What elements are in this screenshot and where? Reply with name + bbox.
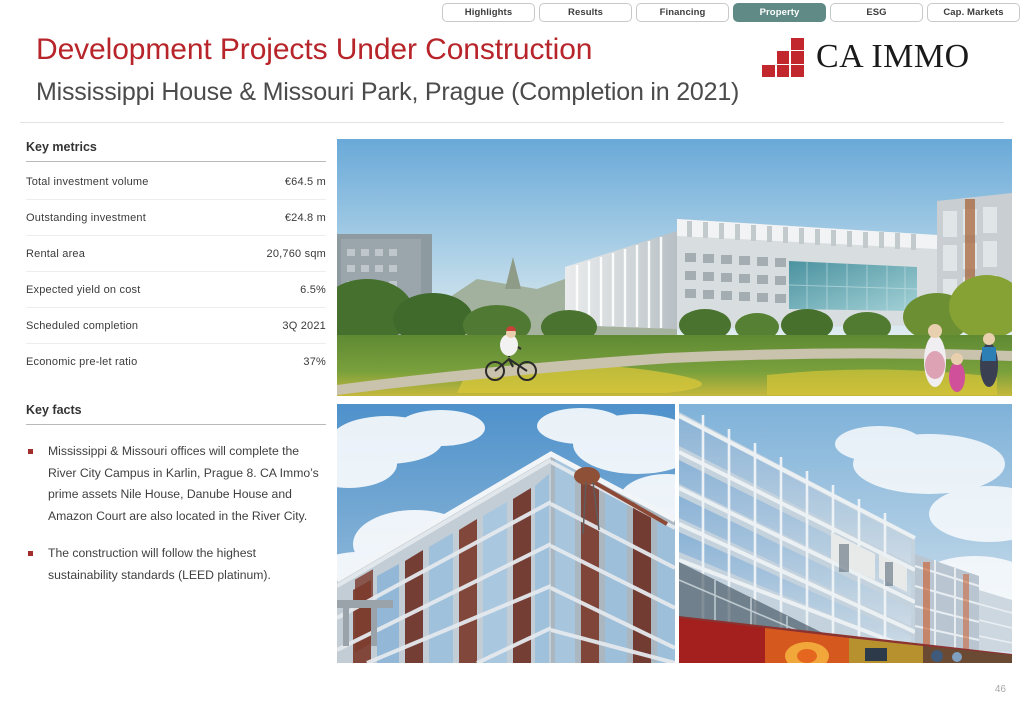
metric-value: 6.5% xyxy=(227,271,326,308)
bullet-square-icon xyxy=(28,551,33,557)
left-column: Key metrics Total investment volume €64.… xyxy=(26,140,326,603)
ca-immo-logo: CA IMMO xyxy=(762,33,970,81)
tab-results[interactable]: Results xyxy=(539,3,632,22)
ca-immo-logo-wordmark: CA IMMO xyxy=(816,38,970,75)
metric-value: 20,760 sqm xyxy=(227,235,326,272)
tab-esg-label: ESG xyxy=(866,7,887,18)
tab-financing[interactable]: Financing xyxy=(636,3,729,22)
section-nav-tabs: Highlights Results Financing Property ES… xyxy=(442,3,1020,22)
table-row: Scheduled completion 3Q 2021 xyxy=(26,307,326,344)
photo-missouri-park-facade xyxy=(337,404,675,663)
key-metrics-table: Total investment volume €64.5 m Outstand… xyxy=(26,164,326,379)
key-facts-list: Mississippi & Missouri offices will comp… xyxy=(26,441,326,587)
list-item: Mississippi & Missouri offices will comp… xyxy=(26,441,326,527)
bullet-square-icon xyxy=(28,449,33,454)
table-row: Total investment volume €64.5 m xyxy=(26,164,326,200)
page-title: Development Projects Under Construction xyxy=(36,33,593,66)
page-subtitle: Mississippi House & Missouri Park, Pragu… xyxy=(36,78,740,106)
header-divider xyxy=(20,122,1004,123)
metric-value: €24.8 m xyxy=(227,199,326,236)
ca-immo-logo-mark-icon xyxy=(762,35,806,79)
hero-photo-illustration xyxy=(337,139,1012,396)
tab-property[interactable]: Property xyxy=(733,3,826,22)
metric-label: Expected yield on cost xyxy=(26,271,228,308)
key-metrics-heading-rule xyxy=(26,161,326,162)
tab-cap-markets-label: Cap. Markets xyxy=(943,7,1004,18)
tab-property-label: Property xyxy=(759,7,800,18)
tab-cap-markets[interactable]: Cap. Markets xyxy=(927,3,1020,22)
tab-esg[interactable]: ESG xyxy=(830,3,923,22)
table-row: Outstanding investment €24.8 m xyxy=(26,199,326,236)
tab-results-label: Results xyxy=(567,7,604,18)
table-row: Economic pre-let ratio 37% xyxy=(26,344,326,380)
metric-label: Total investment volume xyxy=(26,164,228,200)
key-metrics-heading: Key metrics xyxy=(26,140,97,154)
key-metrics-block: Key metrics Total investment volume €64.… xyxy=(26,140,326,379)
metric-label: Scheduled completion xyxy=(26,307,228,344)
key-facts-heading-rule xyxy=(26,424,326,425)
metric-label: Rental area xyxy=(26,235,228,272)
metric-value: €64.5 m xyxy=(227,164,326,200)
tab-highlights-label: Highlights xyxy=(464,7,513,18)
metric-value: 37% xyxy=(303,355,326,368)
list-item: The construction will follow the highest… xyxy=(26,543,326,586)
photo-br-illustration xyxy=(679,404,1012,663)
table-row: Expected yield on cost 6.5% xyxy=(26,271,326,308)
list-item-text: The construction will follow the highest… xyxy=(48,546,271,582)
photo-bl-illustration xyxy=(337,404,675,663)
photo-river-city-campus-street xyxy=(679,404,1012,663)
tab-highlights[interactable]: Highlights xyxy=(442,3,535,22)
hero-photo-mississippi-house xyxy=(337,139,1012,396)
metric-label: Economic pre-let ratio xyxy=(26,355,138,368)
key-facts-block: Key facts Mississippi & Missouri offices… xyxy=(26,403,326,587)
metric-value: 3Q 2021 xyxy=(227,307,326,344)
table-row: Rental area 20,760 sqm xyxy=(26,235,326,272)
metric-label: Outstanding investment xyxy=(26,199,228,236)
tab-financing-label: Financing xyxy=(659,7,706,18)
page-number: 46 xyxy=(994,684,1006,695)
key-facts-heading: Key facts xyxy=(26,403,82,417)
list-item-text: Mississippi & Missouri offices will comp… xyxy=(48,444,319,523)
